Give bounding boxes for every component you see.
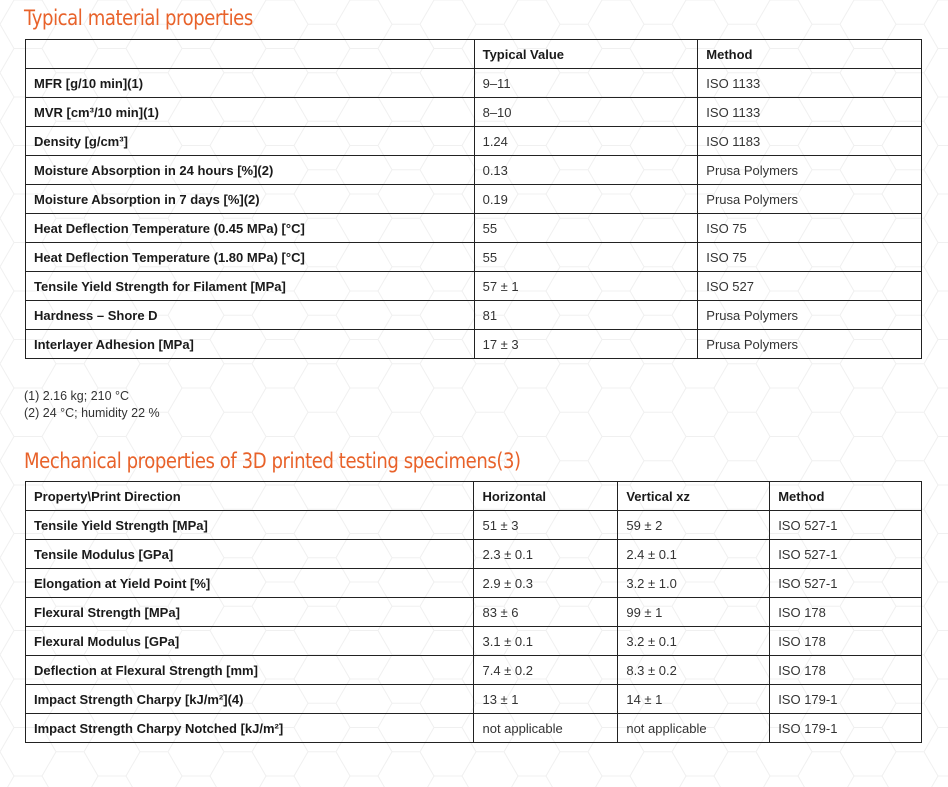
- header-typical-value: Typical Value: [473, 39, 699, 69]
- header-property: [25, 39, 475, 69]
- method-cell: Prusa Polymers: [697, 184, 922, 214]
- table-row: Heat Deflection Temperature (1.80 MPa) […: [25, 242, 922, 272]
- table-row: Flexural Modulus [GPa] 3.1 ± 0.1 3.2 ± 0.1…: [24, 626, 922, 656]
- header-horizontal: Horizontal: [473, 481, 619, 511]
- method-cell: ISO 527-1: [769, 568, 922, 598]
- vertical-cell: not applicable: [617, 713, 771, 743]
- table-row: Heat Deflection Temperature (0.45 MPa) […: [25, 213, 922, 243]
- horizontal-cell: 7.4 ± 0.2: [473, 655, 619, 685]
- value-cell: 0.13: [473, 155, 699, 185]
- section-title-mechanical-properties: Mechanical properties of 3D printed test…: [24, 449, 521, 473]
- method-cell: Prusa Polymers: [697, 155, 922, 185]
- table-row: MVR [cm³/10 min](1) 8–10 ISO 1133: [25, 97, 922, 127]
- horizontal-cell: 13 ± 1: [473, 684, 619, 714]
- property-cell: Tensile Modulus [GPa]: [24, 539, 475, 569]
- table-row: Moisture Absorption in 7 days [%](2) 0.19…: [25, 184, 922, 214]
- method-cell: ISO 1183: [697, 126, 922, 156]
- table-row: Hardness – Shore D 81 Prusa Polymers: [25, 300, 922, 330]
- vertical-cell: 59 ± 2: [617, 510, 771, 540]
- property-cell: Flexural Modulus [GPa]: [24, 626, 475, 656]
- method-cell: Prusa Polymers: [697, 329, 922, 359]
- vertical-cell: 99 ± 1: [617, 597, 771, 627]
- header-vertical-xz: Vertical xz: [617, 481, 771, 511]
- table-row: Deflection at Flexural Strength [mm] 7.4 …: [24, 655, 922, 685]
- method-cell: ISO 179-1: [769, 713, 922, 743]
- method-cell: ISO 1133: [697, 97, 922, 127]
- horizontal-cell: 83 ± 6: [473, 597, 619, 627]
- header-method: Method: [769, 481, 922, 511]
- value-cell: 17 ± 3: [473, 329, 699, 359]
- property-cell: MVR [cm³/10 min](1): [25, 97, 475, 127]
- method-cell: ISO 179-1: [769, 684, 922, 714]
- table-row: Impact Strength Charpy Notched [kJ/m²] no…: [24, 713, 922, 743]
- section-title-typical-properties: Typical material properties: [24, 6, 253, 30]
- method-cell: ISO 527: [697, 271, 922, 301]
- property-cell: Elongation at Yield Point [%]: [24, 568, 475, 598]
- value-cell: 57 ± 1: [473, 271, 699, 301]
- value-cell: 55: [473, 213, 699, 243]
- property-cell: Moisture Absorption in 7 days [%](2): [25, 184, 475, 214]
- method-cell: ISO 75: [697, 242, 922, 272]
- value-cell: 8–10: [473, 97, 699, 127]
- vertical-cell: 14 ± 1: [617, 684, 771, 714]
- table-row: Tensile Yield Strength for Filament [MPa…: [25, 271, 922, 301]
- horizontal-cell: 2.9 ± 0.3: [473, 568, 619, 598]
- property-cell: Heat Deflection Temperature (1.80 MPa) […: [25, 242, 475, 272]
- property-cell: Tensile Yield Strength [MPa]: [24, 510, 475, 540]
- vertical-cell: 3.2 ± 1.0: [617, 568, 771, 598]
- table-header-row: Property\Print Direction Horizontal Vert…: [24, 481, 922, 511]
- property-cell: Impact Strength Charpy [kJ/m²](4): [24, 684, 475, 714]
- table-row: MFR [g/10 min](1) 9–11 ISO 1133: [25, 68, 922, 98]
- vertical-cell: 3.2 ± 0.1: [617, 626, 771, 656]
- property-cell: Moisture Absorption in 24 hours [%](2): [25, 155, 475, 185]
- property-cell: Deflection at Flexural Strength [mm]: [24, 655, 475, 685]
- vertical-cell: 8.3 ± 0.2: [617, 655, 771, 685]
- table-row: Interlayer Adhesion [MPa] 17 ± 3 Prusa Pol…: [25, 329, 922, 359]
- method-cell: ISO 178: [769, 626, 922, 656]
- value-cell: 9–11: [473, 68, 699, 98]
- header-property-print-direction: Property\Print Direction: [24, 481, 475, 511]
- footnote-1: (1) 2.16 kg; 210 °C: [24, 389, 130, 403]
- property-cell: Impact Strength Charpy Notched [kJ/m²]: [24, 713, 475, 743]
- horizontal-cell: not applicable: [473, 713, 619, 743]
- value-cell: 81: [473, 300, 699, 330]
- table-row: Elongation at Yield Point [%] 2.9 ± 0.3 3.…: [24, 568, 922, 598]
- table-header-row: Typical Value Method: [25, 39, 922, 69]
- method-cell: ISO 178: [769, 655, 922, 685]
- header-method: Method: [697, 39, 922, 69]
- method-cell: ISO 1133: [697, 68, 922, 98]
- horizontal-cell: 2.3 ± 0.1: [473, 539, 619, 569]
- table-row: Tensile Modulus [GPa] 2.3 ± 0.1 2.4 ± 0.1 I…: [24, 539, 922, 569]
- vertical-cell: 2.4 ± 0.1: [617, 539, 771, 569]
- property-cell: Tensile Yield Strength for Filament [MPa…: [25, 271, 475, 301]
- method-cell: ISO 527-1: [769, 510, 922, 540]
- table-row: Density [g/cm³] 1.24 ISO 1183: [25, 126, 922, 156]
- table-row: Flexural Strength [MPa] 83 ± 6 99 ± 1 ISO 1…: [24, 597, 922, 627]
- method-cell: ISO 178: [769, 597, 922, 627]
- method-cell: ISO 527-1: [769, 539, 922, 569]
- footnote-2: (2) 24 °C; humidity 22 %: [24, 406, 160, 420]
- footnotes: (1) 2.16 kg; 210 °C (2) 24 °C; humidity …: [24, 388, 160, 422]
- horizontal-cell: 3.1 ± 0.1: [473, 626, 619, 656]
- value-cell: 0.19: [473, 184, 699, 214]
- table-row: Tensile Yield Strength [MPa] 51 ± 3 59 ± 2…: [24, 510, 922, 540]
- value-cell: 1.24: [473, 126, 699, 156]
- property-cell: Flexural Strength [MPa]: [24, 597, 475, 627]
- property-cell: Interlayer Adhesion [MPa]: [25, 329, 475, 359]
- property-cell: Density [g/cm³]: [25, 126, 475, 156]
- method-cell: ISO 75: [697, 213, 922, 243]
- typical-properties-table: Typical Value Method MFR [g/10 min](1) 9–…: [25, 39, 922, 359]
- horizontal-cell: 51 ± 3: [473, 510, 619, 540]
- property-cell: Heat Deflection Temperature (0.45 MPa) […: [25, 213, 475, 243]
- mechanical-properties-table: Property\Print Direction Horizontal Vert…: [24, 481, 922, 743]
- property-cell: MFR [g/10 min](1): [25, 68, 475, 98]
- property-cell: Hardness – Shore D: [25, 300, 475, 330]
- table-row: Moisture Absorption in 24 hours [%](2) 0.…: [25, 155, 922, 185]
- method-cell: Prusa Polymers: [697, 300, 922, 330]
- value-cell: 55: [473, 242, 699, 272]
